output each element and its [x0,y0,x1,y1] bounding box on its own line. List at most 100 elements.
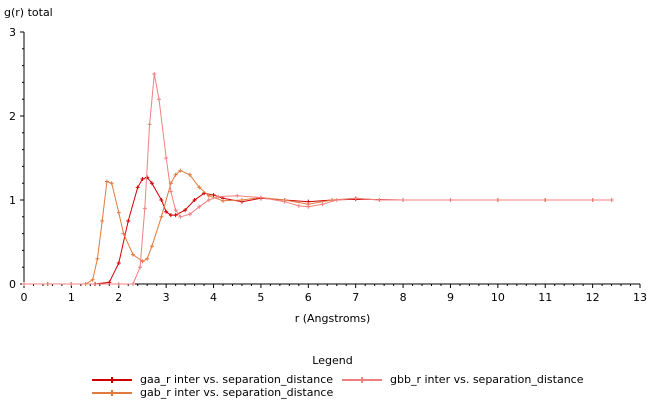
series-2-point-1 [69,282,74,286]
series-1-point-18 [178,168,183,173]
y-tick-label-2: 2 [9,110,16,123]
series-1-point-21 [206,193,211,198]
series-0-point-12 [164,209,169,214]
x-tick-label-9: 9 [447,291,454,304]
series-1-point-11 [130,252,135,257]
y-tick-label-3: 3 [9,26,16,39]
x-tick-label-2: 2 [115,291,122,304]
x-tick-label-5: 5 [257,291,264,304]
series-2-point-15 [206,198,211,202]
x-tick-label-3: 3 [163,291,170,304]
series-0-point-10 [149,181,154,186]
legend-title: Legend [312,354,353,367]
series-2-point-23 [334,198,339,202]
legend-item-gaa: gaa_r inter vs. separation_distance [92,373,333,386]
series-1-point-12 [140,259,145,264]
series-2-point-14 [197,204,202,209]
x-tick-label-4: 4 [210,291,217,304]
series-1-point-6 [100,219,105,223]
legend-label-gbb: gbb_r inter vs. separation_distance [390,373,584,386]
series-1-point-14 [149,244,154,249]
series-0-point-11 [159,198,164,202]
series-line-0 [24,176,612,285]
legend-label-gaa: gaa_r inter vs. separation_distance [140,373,334,386]
series-2-point-18 [258,195,263,200]
series-1-point-20 [197,185,202,190]
series-2-point-0 [22,282,26,286]
series-1-point-7 [104,179,109,184]
series-2-point-17 [235,193,240,198]
series-2-point-5 [142,206,147,211]
legend-item-gbb: gbb_r inter vs. separation_distance [342,373,584,386]
x-tick-label-12: 12 [586,291,600,304]
x-tick-label-8: 8 [400,291,407,304]
series-1-point-19 [187,172,192,177]
legend-label-gab: gab_r inter vs. separation_distance [140,386,334,399]
y-tick-label-1: 1 [9,194,16,207]
series-2-point-28 [495,198,500,202]
series-2-point-2 [116,282,121,286]
x-tick-label-6: 6 [305,291,312,304]
series-1-point-17 [173,172,178,177]
series-2-point-8 [157,97,162,102]
series-2-point-21 [306,204,311,209]
series-0-point-16 [192,198,197,202]
series-2-point-6 [147,122,152,127]
series-0-point-15 [183,208,188,213]
x-tick-label-10: 10 [491,291,505,304]
series-1-point-22 [221,198,226,203]
series-2-point-3 [130,282,135,286]
series-2-point-19 [282,199,287,204]
series-2-point-27 [448,198,453,202]
series-0-point-5 [116,261,121,265]
series-0-point-18 [211,192,216,197]
y-tick-label-0: 0 [9,278,16,291]
series-2-point-16 [216,194,221,199]
series-2-point-4 [138,265,143,270]
series-2-point-22 [320,202,325,207]
series-1-point-5 [95,256,100,261]
series-2-point-24 [353,196,358,201]
chart-series-group [22,72,614,286]
y-axis-label: g(r) total [4,6,53,19]
series-0-point-7 [135,185,140,190]
legend-swatch-gbb [342,375,382,385]
x-tick-label-13: 13 [633,291,647,304]
x-tick-label-0: 0 [21,291,28,304]
series-1-point-15 [159,214,164,219]
series-2-point-10 [168,189,173,194]
series-2-point-30 [590,198,595,202]
x-axis-label: r (Angstroms) [294,312,371,325]
series-0-point-14 [173,213,178,218]
series-2-point-12 [178,214,183,219]
series-0-point-13 [168,213,173,218]
series-1-point-23 [239,198,244,202]
legend-swatch-gaa [92,375,132,385]
legend-item-gab: gab_r inter vs. separation_distance [92,386,333,399]
series-1-point-4 [90,277,95,282]
series-2-point-20 [296,203,301,208]
legend-swatch-gab [92,388,132,398]
series-1-point-8 [109,181,114,186]
series-0-point-9 [145,175,150,180]
x-tick-label-11: 11 [538,291,552,304]
series-line-1 [24,170,612,285]
series-2-point-9 [164,156,169,160]
series-2-point-26 [401,198,406,202]
series-2-point-31 [609,198,614,202]
series-2-point-13 [187,212,192,217]
series-1-point-10 [121,231,126,236]
series-1-point-9 [116,210,121,215]
series-2-point-29 [543,198,548,202]
series-0-point-8 [140,177,145,181]
series-2-point-11 [173,208,178,213]
series-line-2 [24,73,612,285]
x-tick-label-1: 1 [68,291,75,304]
x-tick-label-7: 7 [352,291,359,304]
series-2-point-25 [377,198,382,202]
series-1-point-13 [145,256,150,261]
series-0-point-6 [126,219,131,223]
series-2-point-7 [152,72,157,76]
